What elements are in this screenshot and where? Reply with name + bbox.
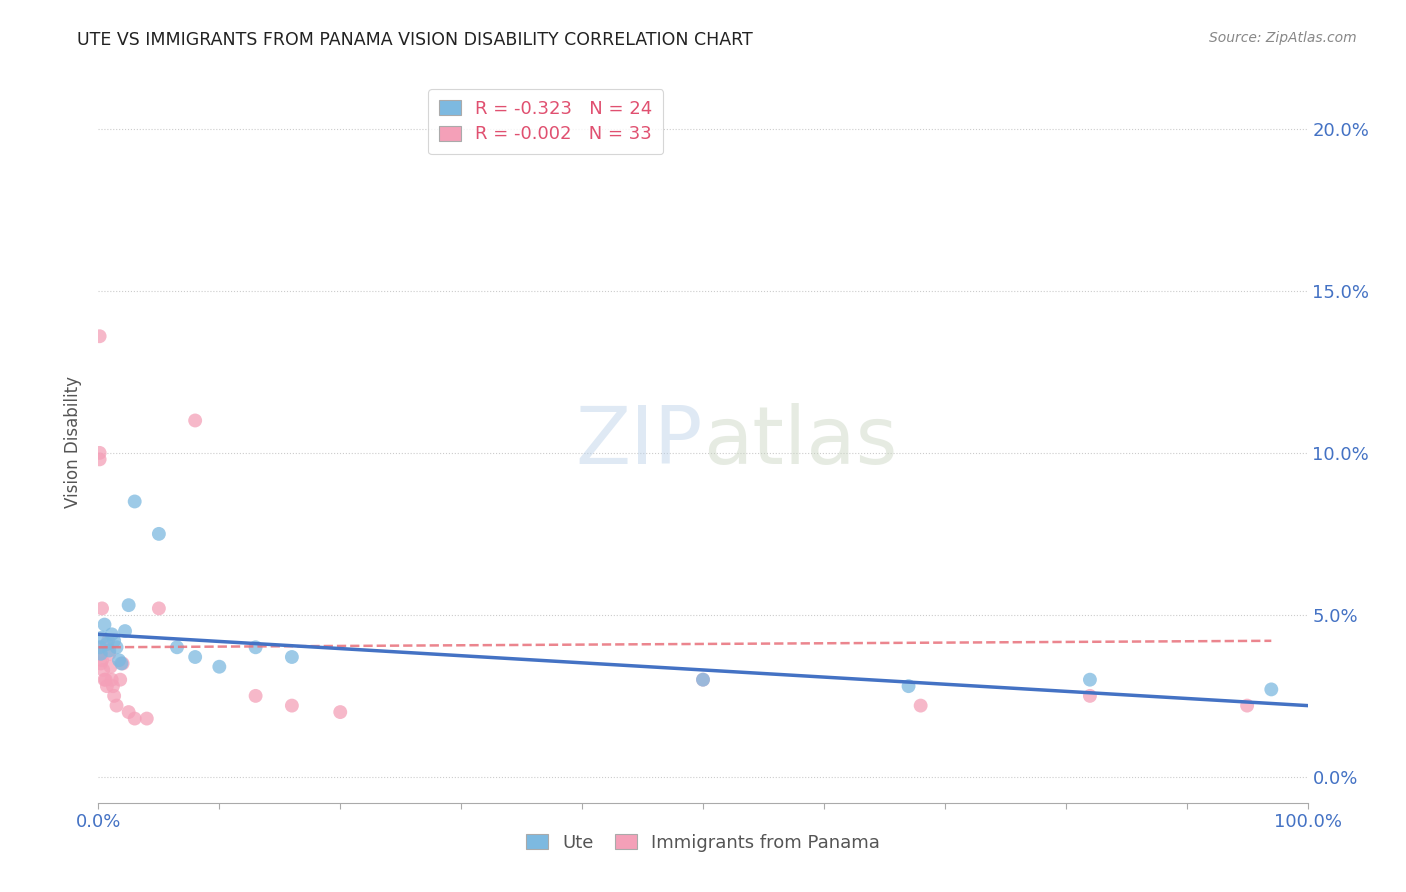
Point xyxy=(103,689,125,703)
Point xyxy=(90,640,112,655)
Point xyxy=(94,673,117,687)
Point xyxy=(93,673,115,687)
Point xyxy=(89,647,111,661)
Point xyxy=(118,705,141,719)
Point xyxy=(91,631,114,645)
Point xyxy=(105,698,128,713)
Point xyxy=(105,640,128,655)
Point xyxy=(91,653,114,667)
Point xyxy=(89,640,111,655)
Point xyxy=(89,446,111,460)
Point xyxy=(910,698,932,713)
Point xyxy=(100,659,122,673)
Point xyxy=(98,647,121,661)
Text: UTE VS IMMIGRANTS FROM PANAMA VISION DISABILITY CORRELATION CHART: UTE VS IMMIGRANTS FROM PANAMA VISION DIS… xyxy=(77,31,754,49)
Point xyxy=(91,663,114,677)
Y-axis label: Vision Disability: Vision Disability xyxy=(65,376,83,508)
Point xyxy=(245,640,267,655)
Point xyxy=(692,673,714,687)
Point xyxy=(114,624,136,638)
Point xyxy=(90,657,112,671)
Point xyxy=(98,643,121,657)
Point xyxy=(100,673,122,687)
Point xyxy=(110,657,132,671)
Text: ZIP: ZIP xyxy=(575,402,703,481)
Point xyxy=(124,494,146,508)
Text: Source: ZipAtlas.com: Source: ZipAtlas.com xyxy=(1209,31,1357,45)
Point xyxy=(118,598,141,612)
Point xyxy=(135,712,157,726)
Point xyxy=(91,601,114,615)
Point xyxy=(90,647,112,661)
Point xyxy=(124,712,146,726)
Point xyxy=(148,527,170,541)
Point xyxy=(281,650,304,665)
Point xyxy=(148,601,170,615)
Point xyxy=(184,650,207,665)
Point xyxy=(89,329,111,343)
Point xyxy=(93,617,115,632)
Point xyxy=(281,698,304,713)
Point xyxy=(208,659,231,673)
Legend: Ute, Immigrants from Panama: Ute, Immigrants from Panama xyxy=(519,826,887,859)
Point xyxy=(897,679,920,693)
Point xyxy=(100,627,122,641)
Point xyxy=(184,413,207,427)
Point xyxy=(97,633,120,648)
Point xyxy=(692,673,714,687)
Point xyxy=(245,689,267,703)
Point xyxy=(111,657,134,671)
Point xyxy=(103,633,125,648)
Point xyxy=(89,452,111,467)
Point xyxy=(101,679,124,693)
Point xyxy=(1078,673,1101,687)
Point xyxy=(108,673,131,687)
Point xyxy=(96,637,118,651)
Text: atlas: atlas xyxy=(703,402,897,481)
Point xyxy=(166,640,188,655)
Point xyxy=(108,653,131,667)
Point xyxy=(1078,689,1101,703)
Point xyxy=(1236,698,1258,713)
Point xyxy=(1260,682,1282,697)
Point xyxy=(96,679,118,693)
Point xyxy=(329,705,352,719)
